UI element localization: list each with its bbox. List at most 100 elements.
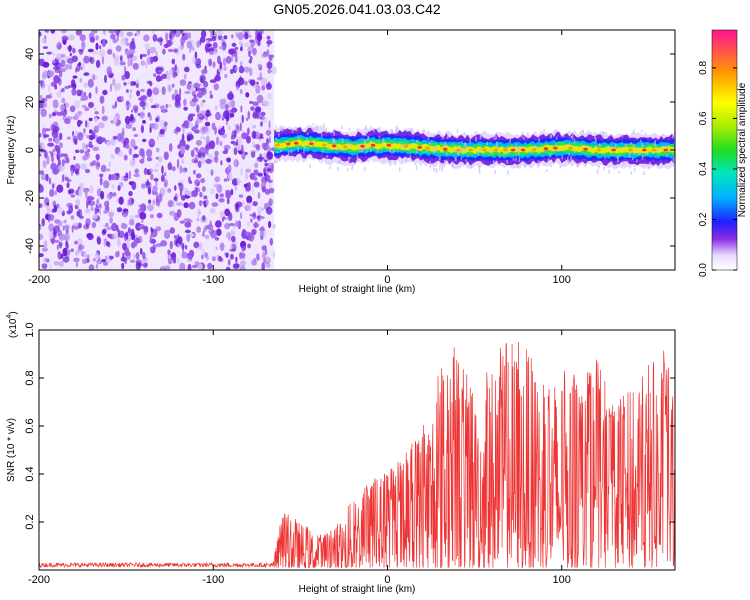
snr-axes: -200 -100 0 100 0.2 0.4 0.6 0.8 1.0 (24, 322, 675, 586)
band-speckle (347, 168, 349, 172)
band-speckle (444, 141, 447, 146)
band-speckle (356, 154, 359, 158)
band-speckle (621, 133, 624, 138)
band-speckle (423, 129, 425, 133)
band-speckle (633, 151, 635, 155)
band-speckle (395, 160, 397, 165)
colorbar-label: Normalized spectral amplitude (737, 82, 748, 217)
band-speckle (538, 138, 540, 142)
band-speckle (338, 159, 341, 163)
band-speckle (513, 146, 516, 151)
band-speckle (570, 156, 572, 161)
band-speckle (630, 171, 633, 175)
band-speckle (489, 150, 492, 153)
band-speckle (400, 145, 402, 148)
ridge-peak (520, 148, 526, 152)
scale-exponent: 4 (6, 315, 13, 319)
ridge-peak (294, 141, 299, 145)
band-speckle (478, 165, 480, 170)
y-tick-label: 0.4 (24, 466, 36, 481)
band-speckle (666, 145, 668, 151)
band-speckle (452, 161, 454, 167)
band-speckle (654, 140, 656, 144)
band-speckle (561, 155, 563, 160)
band-speckle (373, 128, 375, 133)
band-speckle (537, 146, 540, 150)
band-speckle (598, 165, 600, 169)
band-speckle (276, 151, 279, 154)
band-speckle (422, 161, 425, 164)
ridge-peak (611, 148, 616, 152)
band-speckle (297, 147, 299, 152)
band-speckle (594, 135, 596, 140)
band-speckle (312, 128, 314, 131)
band-speckle (326, 155, 328, 159)
x-tick-label: -100 (202, 574, 224, 586)
band-speckle (329, 166, 331, 170)
band-speckle (303, 144, 306, 149)
band-speckle (303, 149, 305, 154)
band-speckle (515, 144, 517, 150)
band-speckle (455, 156, 457, 161)
band-speckle (365, 125, 367, 130)
x-tick-label: -200 (28, 274, 50, 286)
band-speckle (327, 146, 330, 150)
band-speckle (636, 159, 638, 163)
band-speckle (608, 169, 610, 175)
band-speckle (641, 129, 643, 132)
band-speckle (624, 143, 627, 148)
band-speckle (337, 166, 339, 171)
band-speckle (392, 148, 395, 154)
band-speckle (632, 143, 635, 147)
band-speckle (562, 134, 565, 138)
band-speckle (439, 165, 441, 171)
band-speckle (537, 160, 540, 166)
band-speckle (512, 158, 515, 161)
band-speckle (323, 123, 325, 129)
band-speckle (378, 127, 381, 132)
band-speckle (550, 134, 552, 139)
band-speckle (313, 142, 315, 145)
y-tick-label: -20 (24, 190, 36, 206)
band-speckle (523, 136, 525, 140)
band-speckle (640, 139, 642, 143)
band-speckle (630, 142, 632, 145)
band-speckle (395, 130, 398, 134)
band-speckle (599, 143, 601, 146)
scale-suffix: ) (8, 311, 19, 314)
x-tick-label: 0 (384, 574, 390, 586)
spectrogram-ylabel: Frequency (Hz) (6, 116, 17, 185)
band-speckle (349, 156, 351, 160)
band-speckle (338, 146, 340, 149)
band-speckle (389, 147, 391, 153)
band-speckle (465, 159, 467, 162)
band-speckle (274, 160, 276, 164)
spectrogram-image (39, 30, 675, 270)
band-speckle (509, 138, 511, 143)
band-speckle (570, 136, 573, 139)
band-speckle (277, 145, 279, 149)
colorbar (711, 29, 738, 271)
ridge-peak (531, 148, 537, 151)
band-speckle (307, 139, 309, 143)
band-speckle (456, 129, 459, 134)
ridge-peak (403, 145, 408, 148)
band-speckle (545, 169, 548, 172)
band-speckle (358, 148, 361, 152)
band-speckle (312, 122, 315, 126)
band-speckle (415, 165, 418, 170)
band-speckle (610, 146, 613, 151)
band-speckle (461, 140, 463, 144)
ridge-peak (628, 148, 633, 152)
ridge-peak (417, 146, 422, 149)
band-speckle (370, 148, 372, 152)
band-speckle (596, 169, 599, 174)
band-speckle (494, 169, 496, 174)
ridge-peak (596, 148, 602, 152)
band-speckle (361, 148, 363, 153)
band-speckle (320, 133, 323, 138)
band-speckle (318, 159, 320, 162)
colorbar-tick-label: 0.2 (698, 212, 709, 226)
band-speckle (434, 148, 436, 153)
